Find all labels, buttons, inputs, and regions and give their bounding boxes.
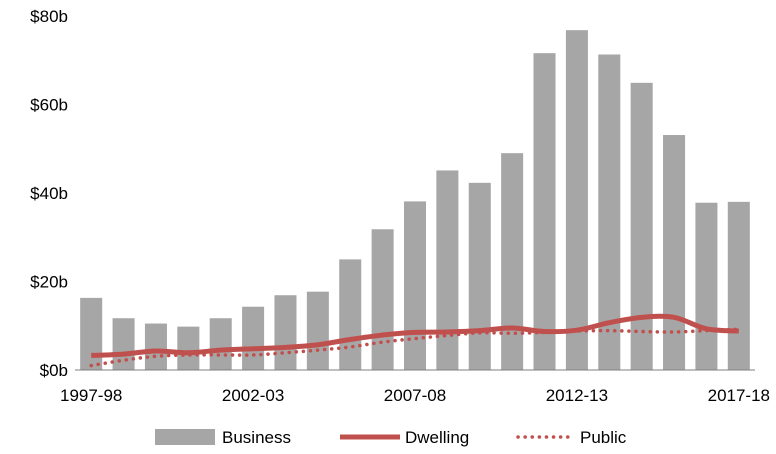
x-tick-label: 1997-98: [60, 386, 122, 405]
x-tick-label: 2017-18: [708, 386, 770, 405]
legend: Business Dwelling Public: [155, 428, 627, 447]
legend-swatch-business: [155, 429, 215, 445]
business-bar: [598, 54, 621, 370]
business-bar: [468, 182, 491, 370]
business-bar: [371, 229, 394, 370]
y-tick-label: $60b: [30, 96, 68, 115]
business-bar: [630, 82, 653, 370]
y-tick-label: $0b: [40, 361, 68, 380]
business-bar: [436, 170, 459, 370]
business-bar: [306, 291, 329, 370]
business-bar: [177, 326, 200, 370]
business-bar: [242, 306, 265, 370]
x-tick-label: 2002-03: [222, 386, 284, 405]
legend-label-public: Public: [580, 428, 627, 447]
business-bar: [663, 135, 686, 370]
business-bar: [565, 30, 588, 370]
business-bar: [403, 201, 427, 370]
business-bar: [533, 53, 556, 371]
x-tick-label: 2012-13: [546, 386, 608, 405]
business-bar: [695, 202, 718, 370]
business-bar: [112, 318, 135, 370]
public-line: [89, 327, 741, 368]
x-tick-label: 2007-08: [384, 386, 446, 405]
business-bars: [80, 30, 750, 371]
legend-label-dwelling: Dwelling: [405, 428, 469, 447]
y-tick-label: $80b: [30, 7, 68, 26]
business-bar: [144, 323, 167, 370]
legend-label-business: Business: [222, 428, 291, 447]
business-bar: [80, 297, 103, 370]
y-tick-label: $20b: [30, 273, 68, 292]
dwelling-line: [91, 313, 739, 358]
x-axis-tick-labels: 1997-98 2002-03 2007-08 2012-13 2017-18: [60, 386, 770, 405]
y-tick-label: $40b: [30, 184, 68, 203]
y-axis-tick-labels: $0b $20b $40b $60b $80b: [30, 7, 68, 380]
business-bar: [274, 295, 297, 370]
business-bar: [501, 153, 524, 370]
business-bar: [727, 201, 750, 370]
business-bar: [339, 259, 362, 371]
business-bar: [209, 318, 232, 370]
